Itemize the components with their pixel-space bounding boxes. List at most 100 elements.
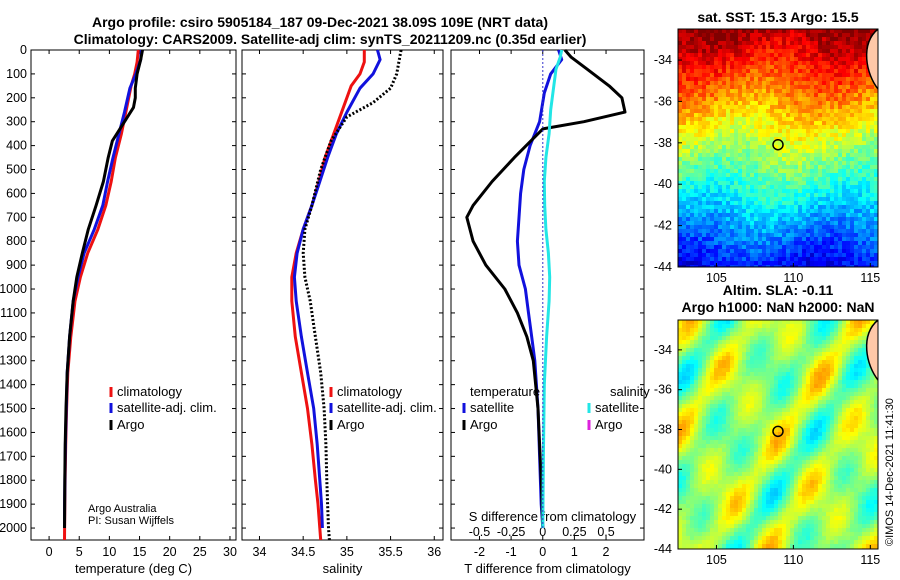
map-cell xyxy=(774,265,779,267)
map-cell xyxy=(694,412,699,417)
map-cell xyxy=(718,261,723,266)
map-cell xyxy=(830,105,835,110)
map-cell xyxy=(762,221,767,226)
x-tick-label: -2 xyxy=(474,545,485,559)
map-cell xyxy=(858,81,863,86)
map-cell xyxy=(742,452,747,457)
map-cell xyxy=(706,129,711,134)
map-cell xyxy=(850,324,855,329)
map-cell xyxy=(714,145,719,150)
map-cell xyxy=(870,153,875,158)
map-cell xyxy=(690,444,695,449)
map-cell xyxy=(686,332,691,337)
map-cell xyxy=(722,372,727,377)
map-cell xyxy=(758,113,763,118)
map-cell xyxy=(782,432,787,437)
map-cell xyxy=(702,53,707,58)
map-cell xyxy=(750,129,755,134)
map-cell xyxy=(722,249,727,254)
map-cell xyxy=(730,69,735,74)
map-cell xyxy=(742,173,747,178)
map-cell xyxy=(726,201,731,206)
map-cell xyxy=(698,173,703,178)
map-cell xyxy=(814,133,819,138)
map-cell xyxy=(790,253,795,258)
map-cell xyxy=(814,77,819,82)
map-cell xyxy=(722,161,727,166)
map-cell xyxy=(862,261,867,266)
map-cell xyxy=(782,388,787,393)
map-cell xyxy=(738,344,743,349)
map-cell xyxy=(834,153,839,158)
map-cell xyxy=(746,49,751,54)
map-cell xyxy=(778,380,783,385)
map-cell xyxy=(718,81,723,86)
map-cell xyxy=(726,97,731,102)
map-cell xyxy=(790,416,795,421)
map-cell xyxy=(862,392,867,397)
map-cell xyxy=(806,400,811,405)
map-cell xyxy=(838,53,843,58)
map-cell xyxy=(762,53,767,58)
map-cell xyxy=(690,41,695,46)
map-cell xyxy=(698,368,703,373)
map-cell xyxy=(846,229,851,234)
map-cell xyxy=(758,213,763,218)
map-cell xyxy=(686,105,691,110)
map-cell xyxy=(830,436,835,441)
map-cell xyxy=(862,85,867,90)
map-cell xyxy=(790,105,795,110)
map-cell xyxy=(738,129,743,134)
map-cell xyxy=(766,93,771,98)
map-cell xyxy=(758,253,763,258)
map-cell xyxy=(714,69,719,74)
map-cell xyxy=(706,197,711,202)
map-cell xyxy=(714,344,719,349)
map-frame xyxy=(677,28,879,268)
map-cell xyxy=(830,201,835,206)
map-cell xyxy=(858,73,863,78)
map-cell xyxy=(742,245,747,250)
map-cell xyxy=(702,133,707,138)
map-cell xyxy=(850,189,855,194)
y-tick-label: 200 xyxy=(6,91,27,105)
map-cell xyxy=(826,45,831,50)
map-cell xyxy=(846,85,851,90)
map-cell xyxy=(830,452,835,457)
map-cell xyxy=(698,85,703,90)
map-cell xyxy=(706,245,711,250)
map-cell xyxy=(842,61,847,66)
map-cell xyxy=(818,73,823,78)
map-cell xyxy=(710,396,715,401)
map-cell xyxy=(742,340,747,345)
map-cell xyxy=(750,141,755,146)
map-cell xyxy=(850,436,855,441)
map-cell xyxy=(782,133,787,138)
map-cell xyxy=(734,89,739,94)
map-cell xyxy=(702,181,707,186)
map-cell xyxy=(710,249,715,254)
map-cell xyxy=(742,408,747,413)
map-cell xyxy=(690,37,695,42)
map-cell xyxy=(754,257,759,262)
map-cell xyxy=(702,29,707,34)
map-cell xyxy=(722,432,727,437)
map-cell xyxy=(766,257,771,262)
map-cell xyxy=(694,352,699,357)
map-cell xyxy=(822,424,827,429)
map-cell xyxy=(810,213,815,218)
map-cell xyxy=(822,249,827,254)
map-cell xyxy=(838,380,843,385)
map-cell xyxy=(686,372,691,377)
map-cell xyxy=(798,33,803,38)
map-cell xyxy=(802,89,807,94)
map-cell xyxy=(834,201,839,206)
map-cell xyxy=(778,101,783,106)
map-cell xyxy=(734,77,739,82)
map-cell xyxy=(794,165,799,170)
map-cell xyxy=(722,352,727,357)
map-cell xyxy=(782,356,787,361)
map-cell xyxy=(738,121,743,126)
map-cell xyxy=(826,392,831,397)
map-cell xyxy=(742,85,747,90)
